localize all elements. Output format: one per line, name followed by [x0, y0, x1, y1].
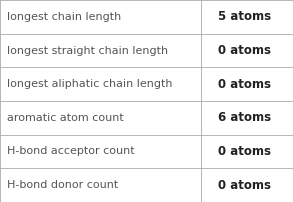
Text: longest chain length: longest chain length — [7, 12, 122, 22]
Text: H-bond acceptor count: H-bond acceptor count — [7, 146, 135, 157]
Text: aromatic atom count: aromatic atom count — [7, 113, 124, 123]
Text: longest aliphatic chain length: longest aliphatic chain length — [7, 79, 173, 89]
Text: 0 atoms: 0 atoms — [218, 145, 271, 158]
Text: H-bond donor count: H-bond donor count — [7, 180, 119, 190]
Text: 5 atoms: 5 atoms — [218, 10, 271, 23]
Text: 0 atoms: 0 atoms — [218, 78, 271, 91]
Text: 6 atoms: 6 atoms — [218, 111, 271, 124]
Text: 0 atoms: 0 atoms — [218, 179, 271, 192]
Text: 0 atoms: 0 atoms — [218, 44, 271, 57]
Text: longest straight chain length: longest straight chain length — [7, 45, 168, 56]
